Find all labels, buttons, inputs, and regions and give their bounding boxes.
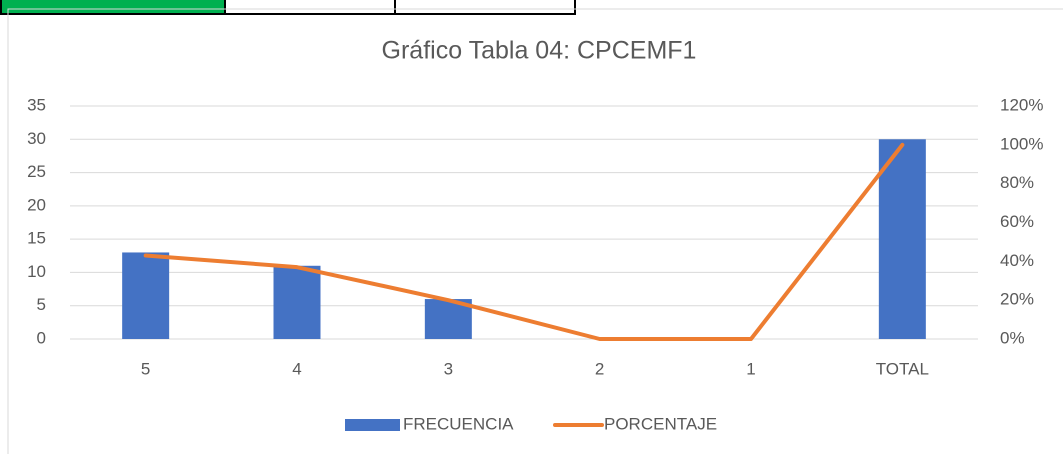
cell xyxy=(0,0,226,15)
y2-tick-label: 40% xyxy=(1000,251,1034,270)
y2-tick-label: 0% xyxy=(1000,328,1025,347)
legend-swatch xyxy=(345,419,400,431)
cell xyxy=(394,0,576,15)
x-tick-label: 1 xyxy=(746,359,755,378)
y2-tick-label: 80% xyxy=(1000,173,1034,192)
y-tick-label: 15 xyxy=(27,229,46,248)
bar xyxy=(122,252,170,339)
x-tick-label: TOTAL xyxy=(876,359,929,378)
chart-title: Gráfico Tabla 04: CPCEMF1 xyxy=(382,37,697,65)
y2-tick-label: 100% xyxy=(1000,134,1043,153)
bar xyxy=(878,139,926,339)
y-tick-label: 30 xyxy=(27,129,46,148)
y-tick-label: 35 xyxy=(27,95,46,114)
legend-label: PORCENTAJE xyxy=(604,414,717,433)
legend-label: FRECUENCIA xyxy=(403,414,514,433)
y-tick-label: 25 xyxy=(27,162,46,181)
x-tick-label: 5 xyxy=(141,359,150,378)
line xyxy=(143,142,905,341)
y2-tick-label: 20% xyxy=(1000,290,1034,309)
y-tick-label: 0 xyxy=(37,328,46,347)
x-tick-label: 3 xyxy=(444,359,453,378)
chart-border xyxy=(7,8,1063,454)
bar xyxy=(273,265,321,339)
y-tick-label: 20 xyxy=(27,195,46,214)
x-tick-label: 2 xyxy=(595,359,604,378)
cell xyxy=(224,0,396,15)
y2-tick-label: 60% xyxy=(1000,212,1034,231)
y2-tick-label: 120% xyxy=(1000,95,1043,114)
x-tick-label: 4 xyxy=(292,359,301,378)
y-tick-label: 10 xyxy=(27,262,46,281)
y-tick-label: 5 xyxy=(37,295,46,314)
